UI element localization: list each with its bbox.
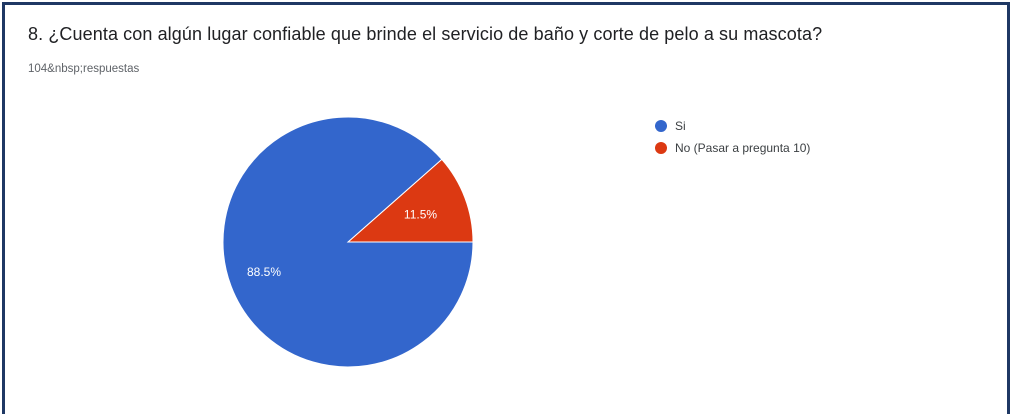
- slice-label-si: 88.5%: [247, 265, 281, 279]
- legend-item-no[interactable]: No (Pasar a pregunta 10): [655, 137, 810, 159]
- legend-swatch-si: [655, 120, 667, 132]
- legend-swatch-no: [655, 142, 667, 154]
- legend-label-si: Si: [675, 119, 686, 133]
- pie-slices: [222, 116, 474, 368]
- pie-labels: 11.5% 88.5%: [247, 208, 437, 279]
- slice-no[interactable]: [346, 158, 474, 243]
- response-count: 104&nbsp;respuestas: [28, 63, 140, 75]
- legend: Si No (Pasar a pregunta 10): [655, 115, 810, 159]
- slice-label-no: 11.5%: [404, 208, 437, 222]
- legend-item-si[interactable]: Si: [655, 115, 810, 137]
- legend-label-no: No (Pasar a pregunta 10): [675, 141, 811, 155]
- question-title: 8. ¿Cuenta con algún lugar confiable que…: [28, 24, 823, 44]
- slice-si[interactable]: [222, 116, 474, 368]
